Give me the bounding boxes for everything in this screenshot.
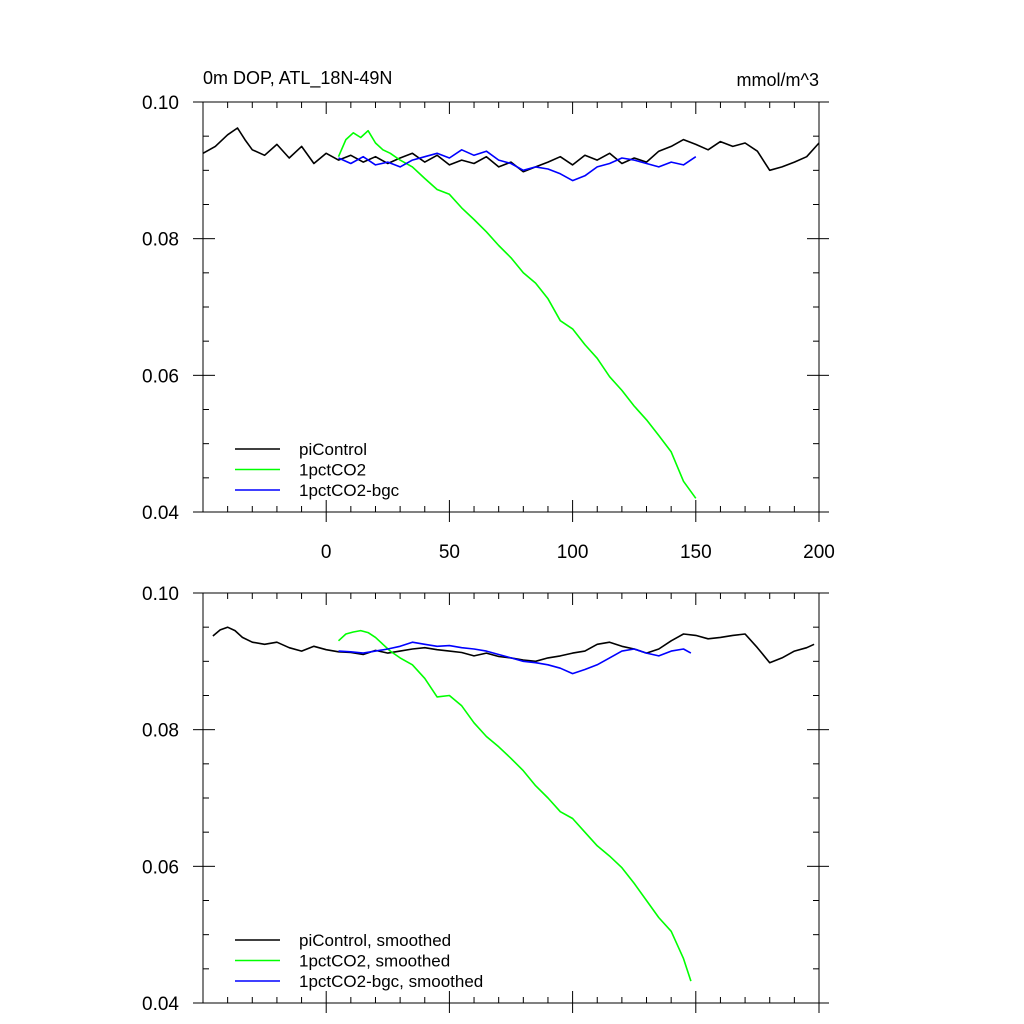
top-chart-title: 0m DOP, ATL_18N-49N: [203, 68, 392, 89]
bottom-legend: piControl, smoothed 1pctCO2, smoothed1pct…: [235, 931, 483, 991]
top-series: [202, 127, 820, 499]
bottom-series: [212, 626, 815, 982]
bottom-plot-frame: [202, 592, 820, 1004]
series-line-1: [202, 127, 820, 173]
bottom-panel: 0.04 0.06 0.08 0.10 piControl, smoothed 1pct…: [142, 584, 829, 1015]
legend-label-2: 1pctCO2: [299, 461, 366, 480]
top-ticks: 0 50 100 150 200 0.04 0.06 0.08 0.10: [142, 93, 835, 563]
legend-label-2: 1pctCO2, smoothed: [299, 952, 450, 971]
series-line-2: [337, 629, 692, 982]
legend-label-3: 1pctCO2-bgc: [299, 481, 400, 500]
y-tick-label: 0.06: [142, 366, 179, 387]
y-tick-label: 0.08: [142, 230, 179, 251]
legend-label-1: piControl: [299, 440, 367, 459]
x-tick-label: 100: [557, 542, 589, 563]
y-tick-label: 0.10: [142, 584, 179, 605]
x-tick-label: 0: [321, 542, 332, 563]
series-line-2: [337, 129, 697, 499]
y-tick-label: 0.06: [142, 857, 179, 878]
x-tick-label: 200: [803, 542, 835, 563]
y-tick-label: 0.04: [142, 994, 179, 1015]
top-panel: 0m DOP, ATL_18N-49N mmol/m^3 0 50 100 150 20…: [142, 68, 835, 563]
series-line-3: [338, 149, 697, 182]
y-tick-label: 0.04: [142, 503, 179, 524]
x-tick-label: 50: [439, 542, 460, 563]
series-line-1: [212, 626, 815, 664]
y-tick-label: 0.08: [142, 721, 179, 742]
legend-label-3: 1pctCO2-bgc, smoothed: [299, 972, 483, 991]
y-tick-label: 0.10: [142, 93, 179, 114]
legend-label-1: piControl, smoothed: [299, 931, 451, 950]
series-line-3: [338, 641, 692, 675]
x-tick-label: 150: [680, 542, 712, 563]
top-chart-units: mmol/m^3: [737, 70, 819, 90]
bottom-ticks: 0.04 0.06 0.08 0.10: [142, 584, 829, 1015]
